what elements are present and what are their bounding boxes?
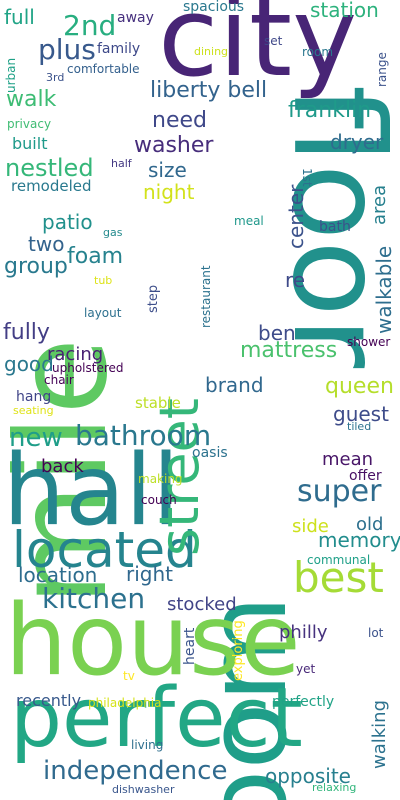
word-re: re [285,268,306,292]
word-couch: couch [141,493,177,507]
word-nestled: nestled [5,154,94,182]
word-exploring: exploring [231,620,246,681]
word-shower: shower [347,335,391,349]
word-good: good [4,352,54,376]
word-kitchen: kitchen [42,582,146,615]
word-best: best [293,553,384,602]
word-upholstered: upholstered [52,361,124,375]
word-family: family [97,41,141,57]
word-franklin: franklin [288,98,372,123]
word-area: area [369,184,390,225]
word-stocked: stocked [167,594,237,615]
word-hall: hall [3,434,180,548]
word-tiled: tiled [347,420,372,433]
word-layout: layout [84,306,122,320]
word-mean: mean [322,449,374,470]
word-heart: heart [182,627,198,665]
word-privacy: privacy [7,117,52,131]
word-brand: brand [205,373,264,397]
word-tv: tv [123,669,135,683]
word-gas: gas [103,226,123,239]
word-comfortable: comfortable [67,62,140,76]
word-walking: walking [369,699,390,769]
word-memory: memory [318,528,400,552]
word-3rd: 3rd [46,71,65,84]
word-chair: chair [44,373,74,387]
word-night: night [143,180,195,204]
word-urban: urban [4,57,18,93]
word-making: making [138,472,183,486]
word-recently: recently [16,691,82,710]
word-guest: guest [333,402,389,426]
word-side: side [292,516,329,537]
word-2nd: 2nd [63,9,117,42]
word-perfectly: perfectly [272,694,335,710]
word-opposite: opposite [265,764,351,788]
word-mattress: mattress [240,338,338,363]
word-remodeled: remodeled [11,177,92,195]
word-house: house [5,584,301,698]
word-meal: meal [234,214,264,228]
word-located: located [12,521,197,579]
word-step: step [146,284,161,313]
word-new: new [9,423,63,453]
word-fully: fully [3,320,50,345]
word-oasis: oasis [192,445,228,461]
word-old: old [356,514,384,535]
word-walkable: walkable [372,245,396,334]
word-yet: yet [296,662,316,676]
word-half: half [111,157,132,170]
word-queen: queen [325,374,394,399]
word-living: living [131,738,164,752]
word-plus: plus [38,33,96,66]
word-back: back [41,456,84,477]
word-hang: hang [16,389,52,405]
word-location: location [18,563,98,587]
word-relaxing: relaxing [312,781,357,794]
word-set: set [264,34,283,48]
word-independence: independence [43,756,228,786]
word-dishwasher: dishwasher [112,783,175,796]
word-need: need [152,108,207,133]
word-communal: communal [307,553,371,567]
word-dining: dining [194,45,229,58]
word-two: two [28,232,65,256]
word-built: built [12,134,48,153]
word-away: away [117,10,154,26]
word-center: center [284,184,308,249]
word-perfect: perfect [10,671,303,766]
word-offer: offer [349,468,382,484]
word-stable: stable [135,394,181,412]
word-dryer: dryer [330,130,384,154]
word-restaurant: restaurant [199,265,213,328]
word-foam: foam [67,244,124,269]
word-seating: seating [13,404,54,417]
word-philly: philly [279,622,328,643]
word-spacious: spacious [183,0,245,15]
word-group: group [4,254,68,279]
word-range: range [375,52,389,87]
word-1st: 1st [300,168,314,187]
word-size: size [148,158,187,182]
word-tub: tub [94,274,113,287]
word-liberty-bell: liberty bell [150,78,268,103]
word-lot: lot [368,626,384,640]
word-walk: walk [6,87,57,112]
word-ben: ben [258,321,296,345]
word-right: right [126,562,173,586]
word-philadelphia: philadelphia [88,696,162,710]
word-racing: racing [47,344,104,365]
word-full: full [4,5,35,29]
word-room: room [302,45,334,59]
word-super: super [297,474,382,509]
word-patio: patio [42,210,93,234]
word-bath: bath [319,219,351,235]
word-city: city [158,0,358,101]
word-station: station [310,0,379,22]
word-washer: washer [134,133,214,158]
word-bathroom: bathroom [75,419,212,452]
